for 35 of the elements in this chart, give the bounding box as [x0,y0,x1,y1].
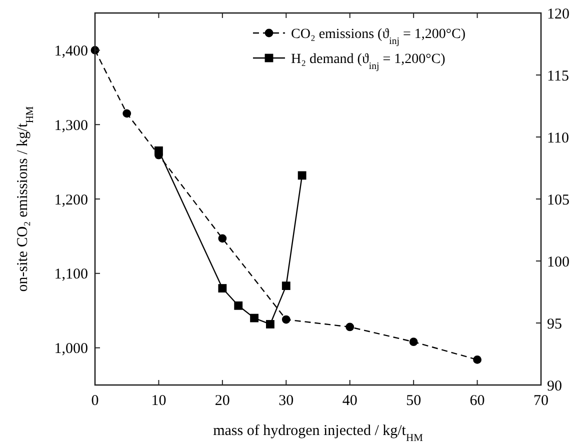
point [122,109,132,118]
y2-tick-label: 95 [547,316,562,332]
y-tick-label: 1,400 [54,43,88,60]
y2-tick-label: 110 [547,130,569,146]
y2-tick-label: 100 [547,254,570,270]
point [282,315,290,324]
point [346,322,354,332]
point [218,284,227,292]
x-tick-label: 0 [91,393,99,409]
point [282,282,290,290]
y2-tick-label: 120 [547,6,570,22]
x-tick-label: 40 [342,393,358,409]
y2-tick-label: 115 [547,68,569,84]
x-axis-title: mass of hydrogen injected / kg/t$_{HM}$ [213,423,424,444]
point [409,338,418,346]
x-tick-label: 70 [534,393,548,409]
legend-label: H₂ demand (ϑ$_{inj}$ = 1,200°C) [291,52,446,72]
point [298,171,306,180]
x-tick-label: 60 [470,393,485,409]
y-tick-label: 1,000 [54,341,88,358]
y2-tick-label: 105 [547,192,570,208]
point [234,301,243,310]
legend-label: CO₂ emissions (ϑ$_{inj}$ = 1,200°C) [291,27,466,46]
y2-tick-label: 90 [547,378,562,394]
y-tick-label: 1,100 [54,266,88,283]
x-tick-label: 30 [278,393,294,409]
x-tick-label: 50 [406,393,422,409]
x-tick-label: 10 [151,393,166,409]
x-tick-label: 20 [214,393,230,409]
point [473,356,482,364]
y-tick-label: 1,300 [54,118,88,134]
y-tick-label: 1,200 [54,192,88,208]
point [250,314,258,322]
point [266,320,274,328]
point [218,234,227,243]
